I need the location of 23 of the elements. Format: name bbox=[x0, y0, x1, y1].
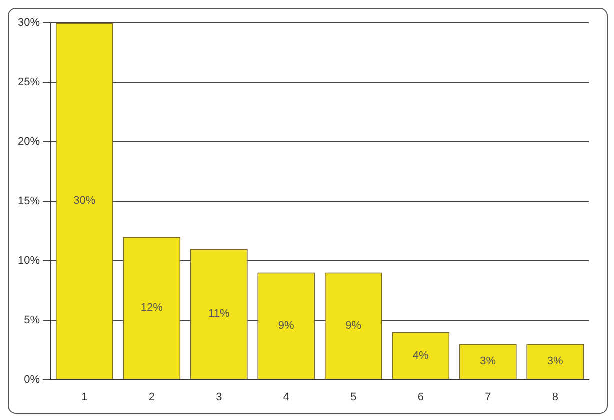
y-tick-label: 30% bbox=[18, 17, 40, 30]
data-label: 4% bbox=[412, 350, 430, 362]
x-tick-label: 3 bbox=[216, 391, 222, 404]
y-tick-label: 25% bbox=[18, 76, 40, 88]
data-label: 3% bbox=[547, 356, 564, 368]
data-label: 9% bbox=[278, 320, 295, 332]
x-tick-label: 5 bbox=[350, 391, 357, 404]
data-label: 9% bbox=[346, 320, 362, 332]
data-label: 12% bbox=[140, 302, 164, 314]
x-tick-label: 8 bbox=[552, 391, 558, 404]
y-tick-label: 15% bbox=[18, 195, 40, 208]
x-tick-label: 6 bbox=[418, 391, 424, 404]
y-tick-label: 5% bbox=[24, 314, 40, 326]
x-tick-label: 2 bbox=[148, 391, 155, 404]
data-label: 30% bbox=[74, 195, 96, 208]
y-tick-label: 0% bbox=[24, 374, 40, 386]
x-tick-label: 7 bbox=[485, 391, 492, 404]
data-label: 3% bbox=[480, 356, 496, 368]
x-tick-label: 4 bbox=[283, 391, 290, 404]
y-tick-label: 10% bbox=[18, 254, 40, 267]
y-tick-label: 20% bbox=[18, 136, 40, 148]
data-label: 11% bbox=[208, 308, 230, 320]
x-tick-label: 1 bbox=[82, 391, 88, 404]
